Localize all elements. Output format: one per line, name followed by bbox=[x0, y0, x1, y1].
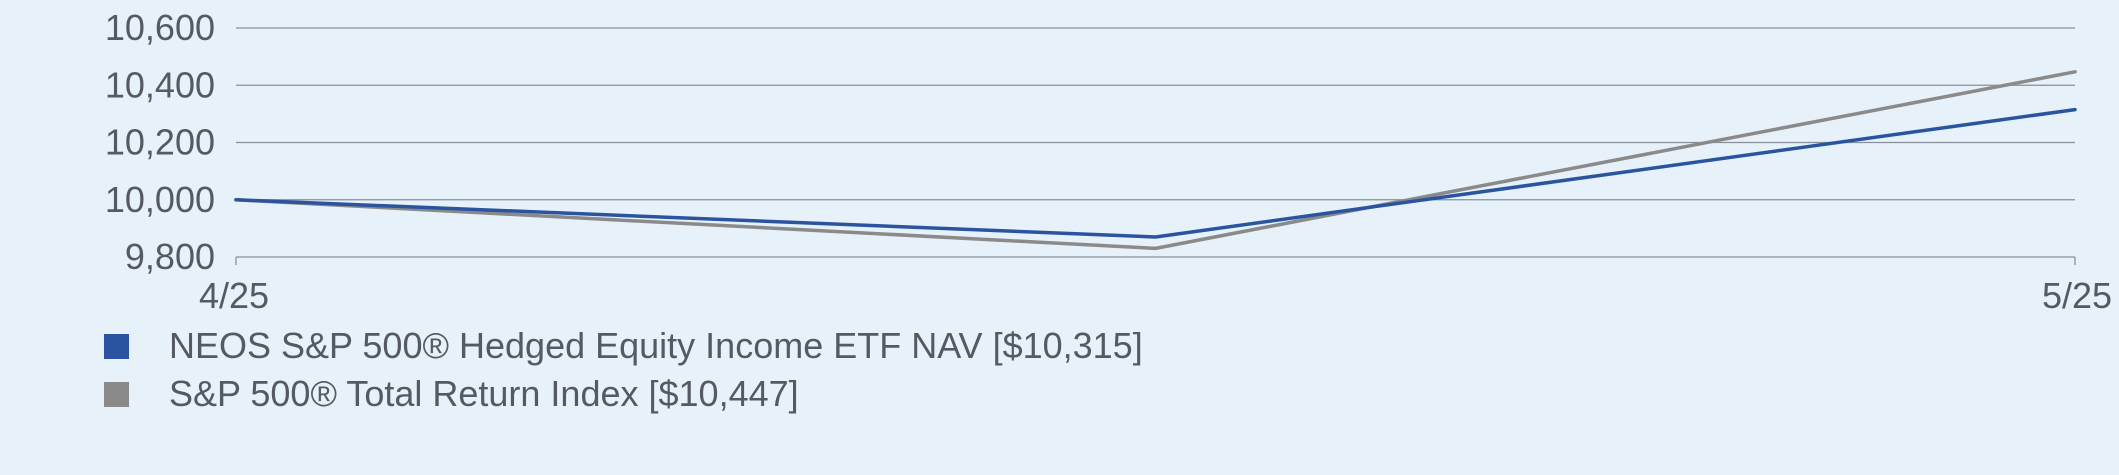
x-tick-label: 4/25 bbox=[199, 275, 269, 316]
legend-swatch-neos-nav bbox=[104, 333, 129, 359]
y-tick-label: 10,200 bbox=[105, 122, 215, 163]
x-tick-label: 5/25 bbox=[2042, 275, 2112, 316]
y-tick-label: 10,400 bbox=[105, 64, 215, 105]
chart-legend: NEOS S&P 500® Hedged Equity Income ETF N… bbox=[104, 322, 1143, 418]
legend-item-sp500-total-return: S&P 500® Total Return Index [$10,447] bbox=[104, 370, 1143, 418]
series-line-1 bbox=[234, 70, 2077, 251]
y-tick-label: 9,800 bbox=[125, 236, 215, 277]
legend-item-neos-nav: NEOS S&P 500® Hedged Equity Income ETF N… bbox=[104, 322, 1143, 370]
y-tick-label: 10,000 bbox=[105, 179, 215, 220]
y-tick-label: 10,600 bbox=[105, 7, 215, 48]
series-line-0 bbox=[234, 107, 2077, 239]
legend-label-neos-nav: NEOS S&P 500® Hedged Equity Income ETF N… bbox=[169, 325, 1143, 366]
legend-label-sp500-total-return: S&P 500® Total Return Index [$10,447] bbox=[169, 373, 799, 414]
legend-swatch-sp500-total-return bbox=[104, 381, 129, 407]
